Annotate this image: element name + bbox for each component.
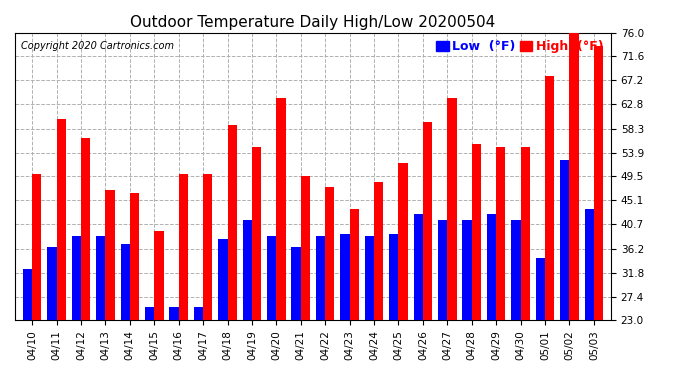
Bar xyxy=(413,214,423,320)
Bar xyxy=(535,258,545,320)
Bar xyxy=(340,234,350,320)
Bar xyxy=(511,220,520,320)
Bar xyxy=(350,209,359,320)
Bar xyxy=(316,236,325,320)
Bar xyxy=(243,220,252,320)
Bar xyxy=(179,174,188,320)
Bar xyxy=(545,76,554,320)
Bar xyxy=(423,122,432,320)
Bar xyxy=(277,98,286,320)
Bar xyxy=(291,247,301,320)
Bar xyxy=(121,244,130,320)
Bar xyxy=(169,307,179,320)
Bar xyxy=(301,177,310,320)
Bar xyxy=(389,234,399,320)
Bar xyxy=(594,46,603,320)
Bar xyxy=(145,307,155,320)
Bar xyxy=(57,120,66,320)
Bar xyxy=(203,174,213,320)
Bar xyxy=(47,247,57,320)
Bar xyxy=(447,98,457,320)
Legend: Low  (°F), High  (°F): Low (°F), High (°F) xyxy=(435,39,604,54)
Bar xyxy=(438,220,447,320)
Bar xyxy=(252,147,262,320)
Bar xyxy=(560,160,569,320)
Bar xyxy=(487,214,496,320)
Bar xyxy=(96,236,106,320)
Bar xyxy=(374,182,384,320)
Bar xyxy=(72,236,81,320)
Bar xyxy=(472,144,481,320)
Bar xyxy=(399,163,408,320)
Bar xyxy=(194,307,203,320)
Bar xyxy=(267,236,277,320)
Bar xyxy=(218,239,228,320)
Text: Copyright 2020 Cartronics.com: Copyright 2020 Cartronics.com xyxy=(21,41,174,51)
Bar xyxy=(228,125,237,320)
Bar xyxy=(32,174,41,320)
Bar xyxy=(106,190,115,320)
Bar xyxy=(81,138,90,320)
Bar xyxy=(584,209,594,320)
Bar xyxy=(569,30,579,320)
Title: Outdoor Temperature Daily High/Low 20200504: Outdoor Temperature Daily High/Low 20200… xyxy=(130,15,495,30)
Bar xyxy=(23,269,32,320)
Bar xyxy=(462,220,472,320)
Bar xyxy=(365,236,374,320)
Bar xyxy=(520,147,530,320)
Bar xyxy=(155,231,164,320)
Bar xyxy=(325,188,335,320)
Bar xyxy=(130,193,139,320)
Bar xyxy=(496,147,506,320)
